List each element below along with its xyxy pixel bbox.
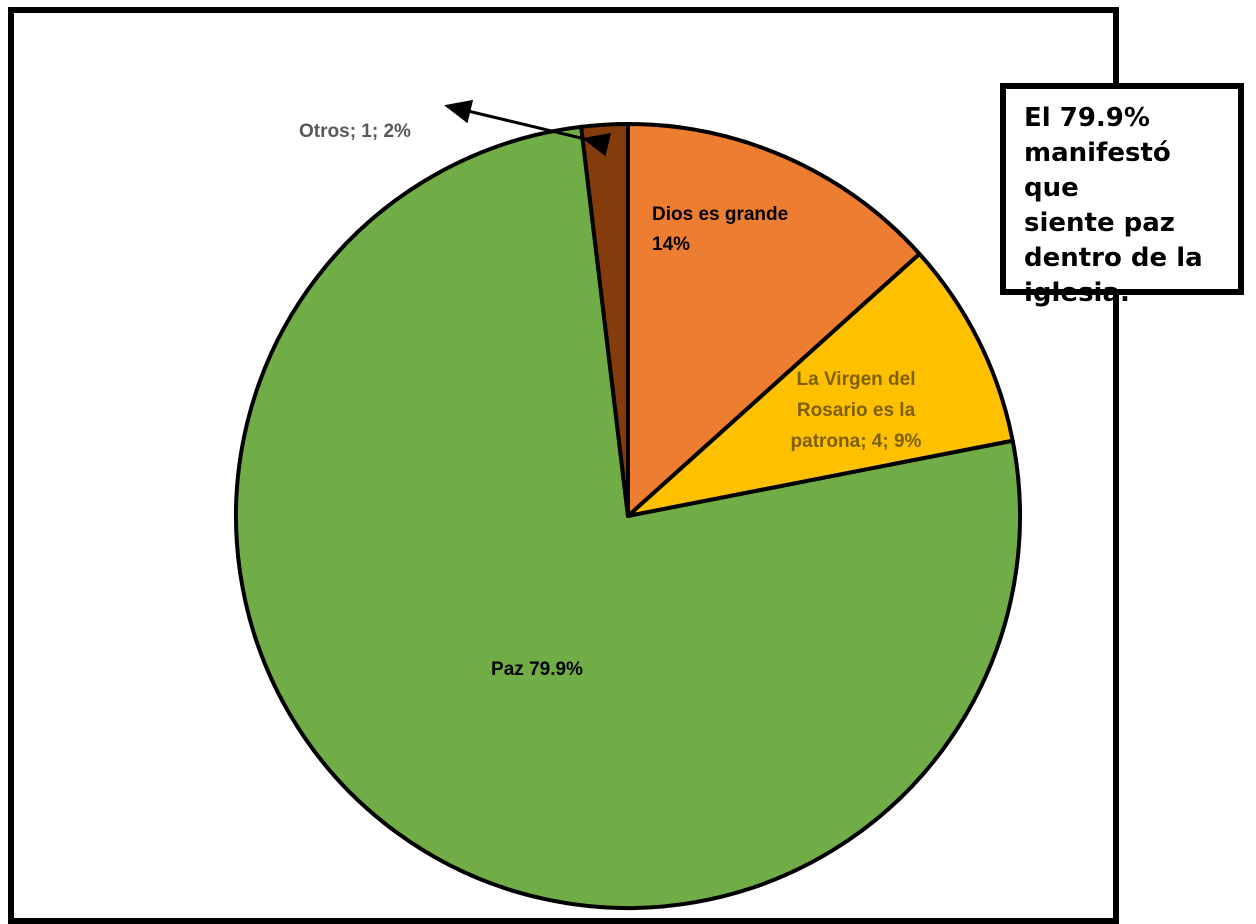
- leader-arrow: [444, 99, 612, 157]
- data-label-line: Rosario es la: [797, 400, 916, 421]
- pie-slice-la-virgen-del-rosario-es-la-patrona: [626, 251, 1015, 518]
- callout-line: El 79.9%: [1024, 103, 1150, 133]
- callout-line: dentro de la: [1024, 243, 1203, 273]
- pie-slice-dios-es-grande: [626, 122, 922, 518]
- callout-box: El 79.9% manifestó que siente paz dentro…: [1000, 83, 1244, 308]
- data-label-line: 14%: [652, 234, 690, 255]
- leader-lines: [444, 99, 612, 157]
- data-label-line: patrona; 4; 9%: [791, 431, 922, 452]
- data-label: Otros; 1; 2%: [299, 121, 411, 142]
- pie-labels: Dios es grande 14% La Virgen del Rosario es…: [299, 121, 922, 680]
- callout-line: iglesia.: [1024, 278, 1130, 308]
- callout-line: siente paz: [1024, 208, 1175, 238]
- data-label: Dios es grande 14%: [652, 204, 788, 255]
- data-label-line: Dios es grande: [652, 204, 788, 225]
- data-label: La Virgen del Rosario es la patrona; 4; 9%: [791, 369, 922, 452]
- data-label-line: Otros; 1; 2%: [299, 121, 411, 142]
- callout-line: manifestó que: [1024, 138, 1171, 203]
- callout-text: El 79.9% manifestó que siente paz dentro…: [1024, 101, 1228, 311]
- data-label-line: La Virgen del: [797, 369, 916, 390]
- data-label-line: Paz 79.9%: [491, 659, 583, 680]
- pie-slices: [234, 122, 1022, 910]
- data-label: Paz 79.9%: [491, 659, 583, 680]
